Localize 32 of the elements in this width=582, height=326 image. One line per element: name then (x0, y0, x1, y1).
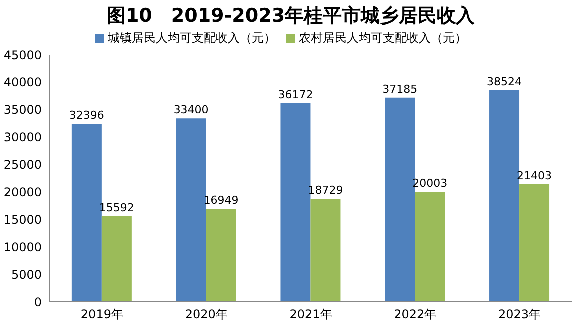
legend-label: 城镇居民人均可支配收入（元） (108, 31, 276, 45)
bar (520, 184, 550, 302)
y-tick-label: 5000 (11, 268, 42, 282)
y-tick-label: 25000 (4, 158, 42, 172)
data-label: 36172 (278, 88, 314, 102)
x-tick-label: 2022年 (394, 308, 437, 322)
legend-label: 农村居民人均可支配收入（元） (299, 31, 467, 45)
x-tick-label: 2019年 (80, 308, 124, 322)
x-tick-label: 2021年 (290, 308, 332, 322)
y-tick-label: 40000 (4, 76, 42, 90)
bar (176, 118, 206, 302)
bar (206, 208, 236, 302)
data-label: 37185 (382, 82, 418, 96)
x-tick-label: 2020年 (185, 308, 228, 322)
y-tick-label: 15000 (4, 212, 42, 227)
bar (72, 124, 102, 302)
bar (102, 216, 132, 302)
bar (385, 98, 416, 302)
y-tick-label: 10000 (4, 240, 42, 254)
y-tick-label: 0 (34, 295, 42, 310)
y-tick-label: 20000 (4, 185, 42, 200)
chart-title: 图10 2019-2023年桂平市城乡居民收入 (106, 4, 476, 29)
x-tick-label: 2023年 (498, 308, 542, 322)
bar (415, 192, 446, 302)
bar (280, 103, 311, 302)
y-tick-label: 35000 (4, 103, 42, 118)
y-tick-label: 30000 (4, 130, 42, 145)
data-label: 33400 (174, 104, 209, 117)
data-label: 32396 (69, 109, 104, 122)
data-label: 38524 (487, 76, 522, 89)
bar (310, 199, 341, 302)
y-tick-label: 45000 (4, 48, 42, 62)
